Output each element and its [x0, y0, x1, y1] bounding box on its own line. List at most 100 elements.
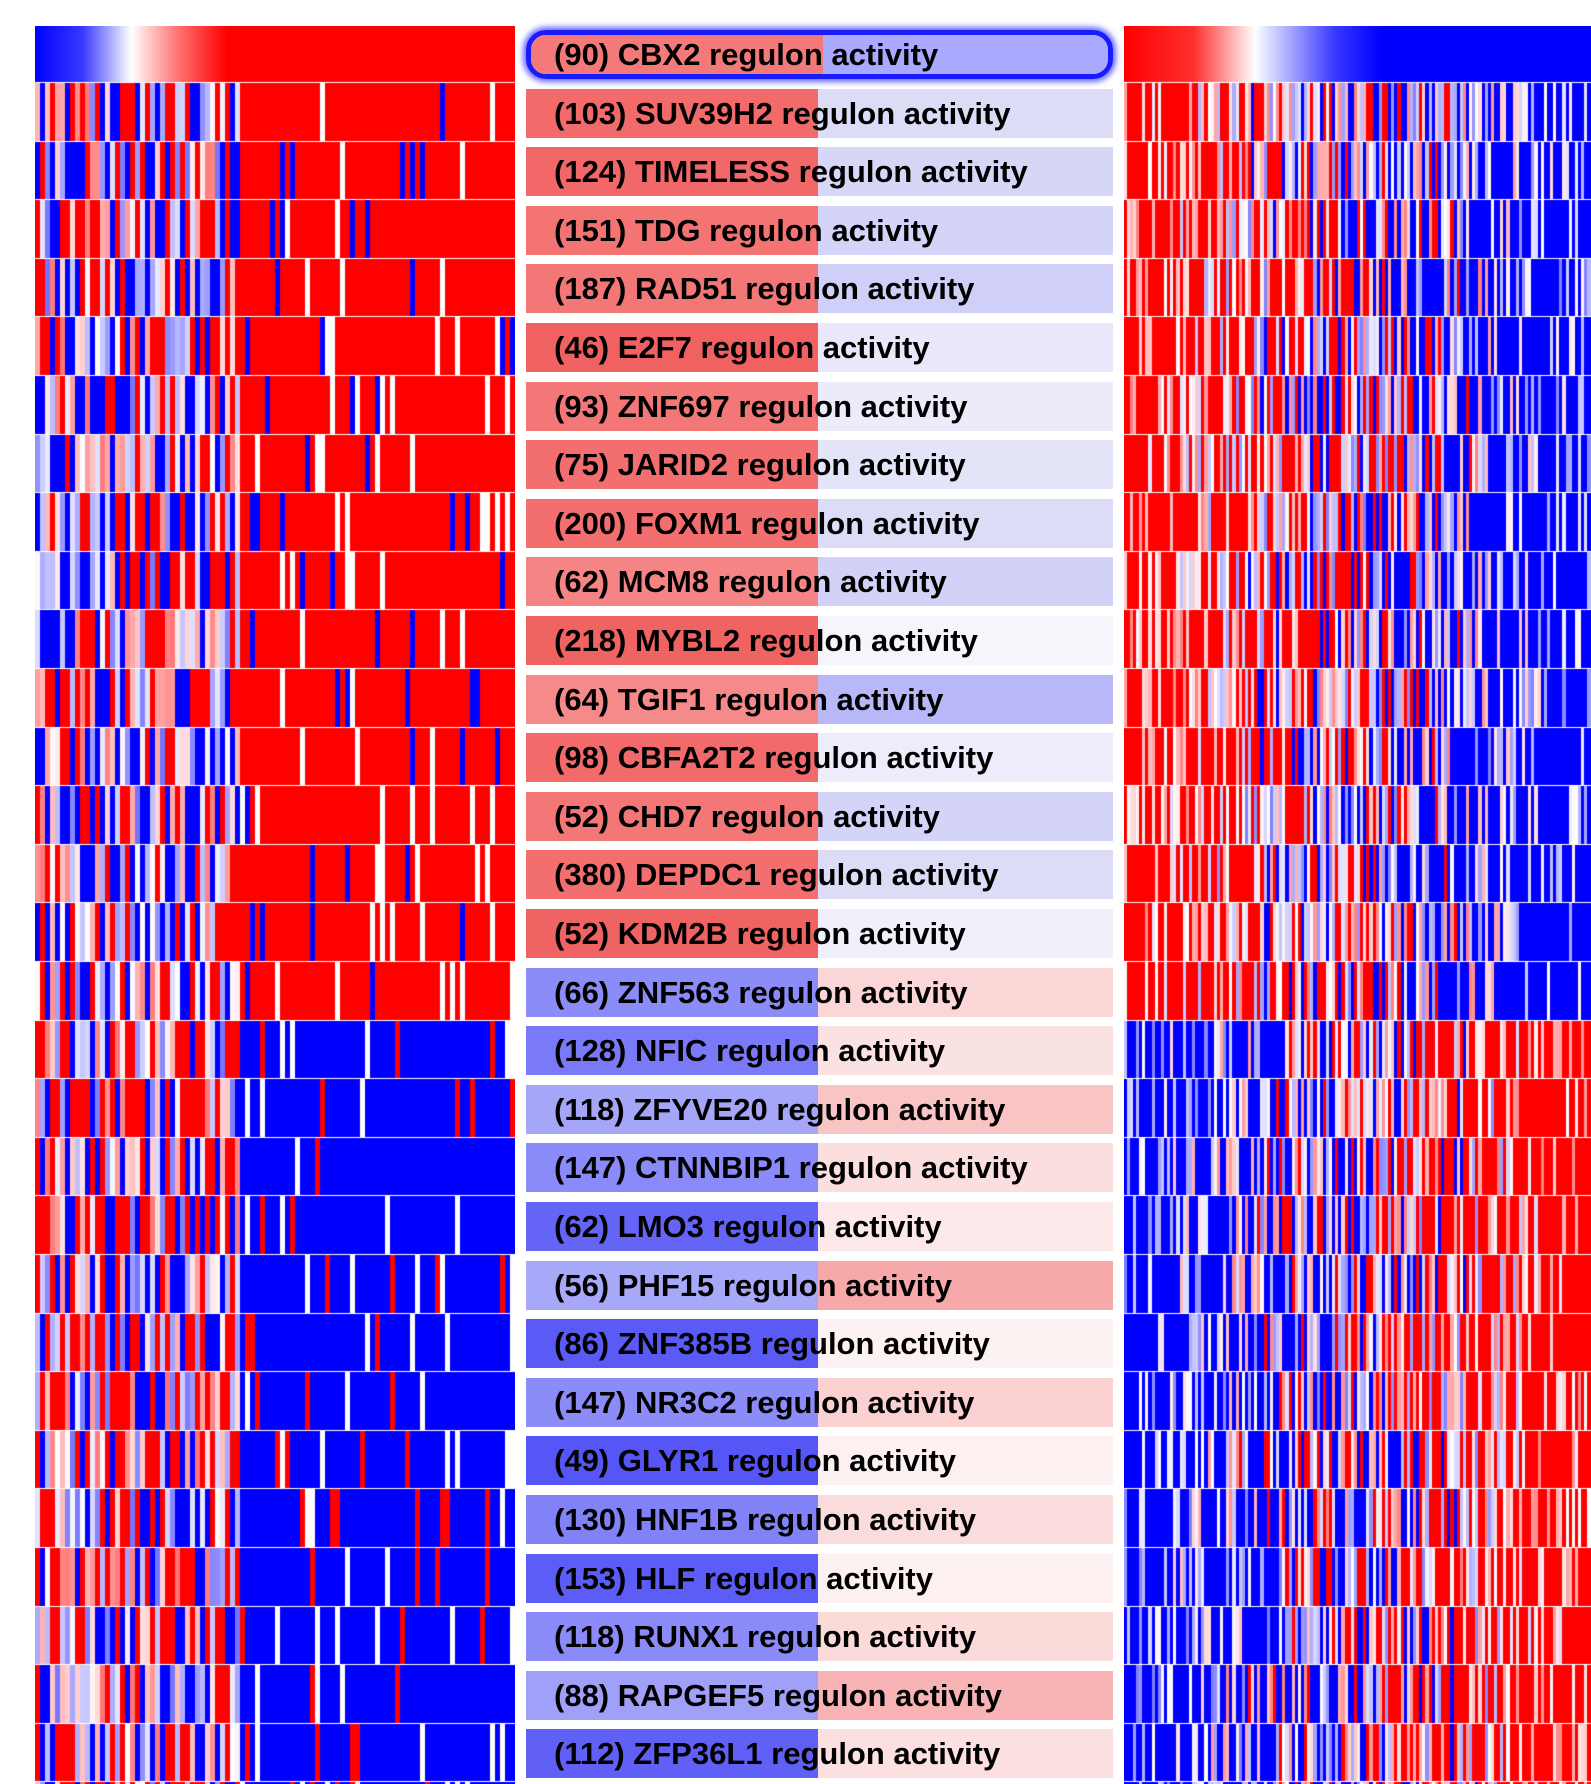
regulon-row[interactable]: (56) PHF15 regulon activity: [526, 1261, 1113, 1310]
regulon-row[interactable]: (218) MYBL2 regulon activity: [526, 616, 1113, 665]
regulon-right-activity-bar: [818, 206, 1113, 255]
regulon-count: (200): [554, 505, 627, 541]
heatmap-canvas: [1124, 26, 1591, 1784]
regulon-right-activity-bar: [818, 1202, 1113, 1251]
regulon-activity-suffix: regulon activity: [769, 856, 999, 892]
regulon-row[interactable]: (147) CTNNBIP1 regulon activity: [526, 1143, 1113, 1192]
regulon-label: (118) ZFYVE20 regulon activity: [554, 1085, 1005, 1134]
regulon-row[interactable]: (124) TIMELESS regulon activity: [526, 147, 1113, 196]
regulon-right-activity-bar: [818, 89, 1113, 138]
regulon-left-activity-bar: [526, 440, 818, 489]
regulon-activity-suffix: regulon activity: [776, 1091, 1006, 1127]
regulon-count: (147): [554, 1384, 627, 1420]
regulon-left-activity-bar: [526, 675, 818, 724]
regulon-row[interactable]: (187) RAD51 regulon activity: [526, 264, 1113, 313]
regulon-right-activity-bar: [818, 557, 1113, 606]
regulon-row[interactable]: (98) CBFA2T2 regulon activity: [526, 733, 1113, 782]
regulon-label: (49) GLYR1 regulon activity: [554, 1436, 956, 1485]
regulon-label: (103) SUV39H2 regulon activity: [554, 89, 1011, 138]
regulon-row[interactable]: (200) FOXM1 regulon activity: [526, 499, 1113, 548]
regulon-right-activity-bar: [818, 909, 1113, 958]
regulon-row[interactable]: (128) NFIC regulon activity: [526, 1026, 1113, 1075]
regulon-left-activity-bar: [526, 1729, 818, 1778]
regulon-row[interactable]: (153) HLF regulon activity: [526, 1554, 1113, 1603]
regulon-count: (130): [554, 1501, 627, 1537]
regulon-activity-suffix: regulon activity: [709, 212, 939, 248]
left-sample-heatmap: [35, 26, 515, 1784]
regulon-count: (88): [554, 1677, 610, 1713]
regulon-activity-suffix: regulon activity: [738, 388, 968, 424]
regulon-gene-name: LMO3: [617, 1208, 704, 1244]
regulon-label: (218) MYBL2 regulon activity: [554, 616, 978, 665]
regulon-row[interactable]: (112) ZFP36L1 regulon activity: [526, 1729, 1113, 1778]
regulon-left-activity-bar: [526, 1085, 818, 1134]
regulon-gene-name: ZFP36L1: [633, 1735, 763, 1771]
regulon-row[interactable]: (52) KDM2B regulon activity: [526, 909, 1113, 958]
regulon-row[interactable]: (46) E2F7 regulon activity: [526, 323, 1113, 372]
regulon-row[interactable]: (86) ZNF385B regulon activity: [526, 1319, 1113, 1368]
regulon-count: (118): [554, 1091, 625, 1127]
regulon-left-activity-bar: [526, 264, 818, 313]
regulon-right-activity-bar: [818, 499, 1113, 548]
regulon-left-activity-bar: [526, 1495, 818, 1544]
regulon-right-activity-bar: [818, 1378, 1113, 1427]
regulon-row[interactable]: (90) CBX2 regulon activity: [526, 30, 1113, 79]
regulon-activity-suffix: regulon activity: [748, 622, 978, 658]
regulon-count: (98): [554, 739, 610, 775]
regulon-gene-name: ZNF697: [617, 388, 730, 424]
regulon-row[interactable]: (380) DEPDC1 regulon activity: [526, 850, 1113, 899]
regulon-activity-suffix: regulon activity: [771, 1735, 1001, 1771]
regulon-count: (380): [554, 856, 627, 892]
regulon-left-activity-bar: [526, 1612, 818, 1661]
regulon-activity-suffix: regulon activity: [715, 1032, 946, 1068]
regulon-count: (49): [554, 1442, 610, 1478]
regulon-activity-suffix: regulon activity: [717, 563, 947, 599]
regulon-count: (93): [554, 388, 610, 424]
regulon-count: (124): [554, 153, 627, 189]
regulon-row[interactable]: (49) GLYR1 regulon activity: [526, 1436, 1113, 1485]
heatmap-canvas: [35, 26, 515, 1784]
regulon-left-activity-bar: [526, 89, 818, 138]
regulon-gene-name: MYBL2: [635, 622, 741, 658]
regulon-activity-suffix: regulon activity: [798, 153, 1028, 189]
regulon-left-activity-bar: [526, 1143, 818, 1192]
regulon-list: (90) CBX2 regulon activity (103) SUV39H2 …: [520, 26, 1119, 1784]
regulon-label: (52) CHD7 regulon activity: [554, 792, 940, 841]
regulon-right-activity-bar: [818, 1729, 1113, 1778]
regulon-right-activity-bar: [823, 35, 1108, 74]
regulon-left-activity-bar: [526, 323, 818, 372]
regulon-gene-name: RUNX1: [633, 1618, 739, 1654]
regulon-row[interactable]: (103) SUV39H2 regulon activity: [526, 89, 1113, 138]
regulon-row[interactable]: (118) RUNX1 regulon activity: [526, 1612, 1113, 1661]
regulon-gene-name: CBX2: [617, 36, 701, 72]
regulon-right-activity-bar: [818, 264, 1113, 313]
regulon-right-activity-bar: [818, 1612, 1113, 1661]
regulon-gene-name: PHF15: [617, 1267, 715, 1303]
regulon-row[interactable]: (151) TDG regulon activity: [526, 206, 1113, 255]
regulon-gene-name: CTNNBIP1: [635, 1149, 791, 1185]
regulon-row[interactable]: (118) ZFYVE20 regulon activity: [526, 1085, 1113, 1134]
regulon-row[interactable]: (62) LMO3 regulon activity: [526, 1202, 1113, 1251]
regulon-activity-suffix: regulon activity: [736, 915, 966, 951]
regulon-left-activity-bar: [526, 206, 818, 255]
regulon-row[interactable]: (75) JARID2 regulon activity: [526, 440, 1113, 489]
regulon-row[interactable]: (64) TGIF1 regulon activity: [526, 675, 1113, 724]
regulon-row[interactable]: (93) ZNF697 regulon activity: [526, 382, 1113, 431]
regulon-count: (86): [554, 1325, 610, 1361]
regulon-left-activity-bar: [526, 147, 818, 196]
regulon-right-activity-bar: [818, 616, 1113, 665]
regulon-label: (151) TDG regulon activity: [554, 206, 938, 255]
regulon-gene-name: ZFYVE20: [633, 1091, 768, 1127]
regulon-row[interactable]: (130) HNF1B regulon activity: [526, 1495, 1113, 1544]
regulon-right-activity-bar: [818, 733, 1113, 782]
regulon-label: (56) PHF15 regulon activity: [554, 1261, 952, 1310]
regulon-left-activity-bar: [526, 1554, 818, 1603]
regulon-gene-name: GLYR1: [617, 1442, 719, 1478]
regulon-label: (128) NFIC regulon activity: [554, 1026, 945, 1075]
regulon-label: (75) JARID2 regulon activity: [554, 440, 966, 489]
regulon-row[interactable]: (62) MCM8 regulon activity: [526, 557, 1113, 606]
regulon-row[interactable]: (88) RAPGEF5 regulon activity: [526, 1671, 1113, 1720]
regulon-row[interactable]: (66) ZNF563 regulon activity: [526, 968, 1113, 1017]
regulon-row[interactable]: (52) CHD7 regulon activity: [526, 792, 1113, 841]
regulon-row[interactable]: (147) NR3C2 regulon activity: [526, 1378, 1113, 1427]
